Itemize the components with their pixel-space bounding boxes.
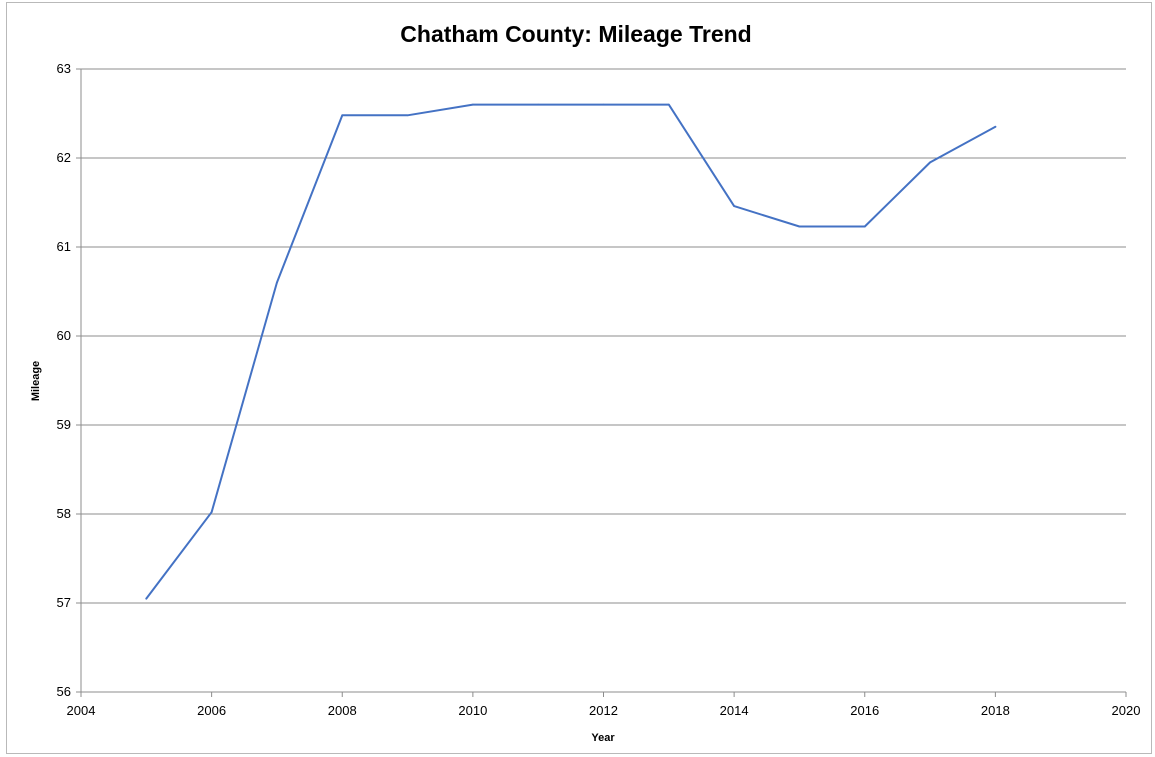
x-tick-label: 2020 bbox=[1112, 703, 1141, 718]
x-axis-ticks: 2004 2006 2008 2010 2012 2014 2016 2018 2020 bbox=[67, 692, 1141, 718]
y-axis-label: Mileage bbox=[30, 361, 42, 401]
x-tick-label: 2016 bbox=[850, 703, 879, 718]
data-point bbox=[341, 114, 344, 117]
data-point bbox=[863, 225, 866, 228]
chart-title: Chatham County: Mileage Trend bbox=[400, 21, 751, 47]
series-group bbox=[145, 103, 997, 600]
x-tick-label: 2018 bbox=[981, 703, 1010, 718]
data-point bbox=[537, 103, 539, 106]
y-tick-label: 59 bbox=[57, 417, 71, 432]
data-point bbox=[668, 103, 670, 106]
y-tick-label: 62 bbox=[57, 150, 71, 165]
y-axis-ticks: 56 57 58 59 60 61 62 63 bbox=[57, 61, 81, 699]
y-tick-label: 63 bbox=[57, 61, 71, 76]
series-line bbox=[145, 103, 997, 600]
x-tick-label: 2014 bbox=[720, 703, 749, 718]
data-point bbox=[733, 205, 735, 207]
data-point bbox=[276, 281, 278, 284]
data-point bbox=[145, 597, 148, 600]
x-tick-label: 2010 bbox=[458, 703, 487, 718]
y-tick-label: 60 bbox=[57, 328, 71, 343]
y-tick-label: 56 bbox=[57, 684, 71, 699]
y-tick-label: 58 bbox=[57, 506, 71, 521]
data-point bbox=[798, 225, 801, 228]
data-point bbox=[994, 126, 997, 128]
chart-frame bbox=[6, 2, 1152, 754]
x-axis-label: Year bbox=[591, 732, 615, 744]
y-tick-label: 61 bbox=[57, 239, 71, 254]
y-tick-label: 57 bbox=[57, 595, 71, 610]
data-point bbox=[929, 161, 931, 164]
x-tick-label: 2006 bbox=[197, 703, 226, 718]
data-point bbox=[210, 511, 213, 514]
x-tick-label: 2004 bbox=[67, 703, 96, 718]
data-point bbox=[472, 103, 474, 106]
x-tick-label: 2008 bbox=[328, 703, 357, 718]
data-point bbox=[406, 114, 409, 117]
gridlines bbox=[81, 68, 1126, 604]
data-point bbox=[602, 103, 605, 106]
axes bbox=[80, 69, 1126, 693]
x-tick-label: 2012 bbox=[589, 703, 618, 718]
